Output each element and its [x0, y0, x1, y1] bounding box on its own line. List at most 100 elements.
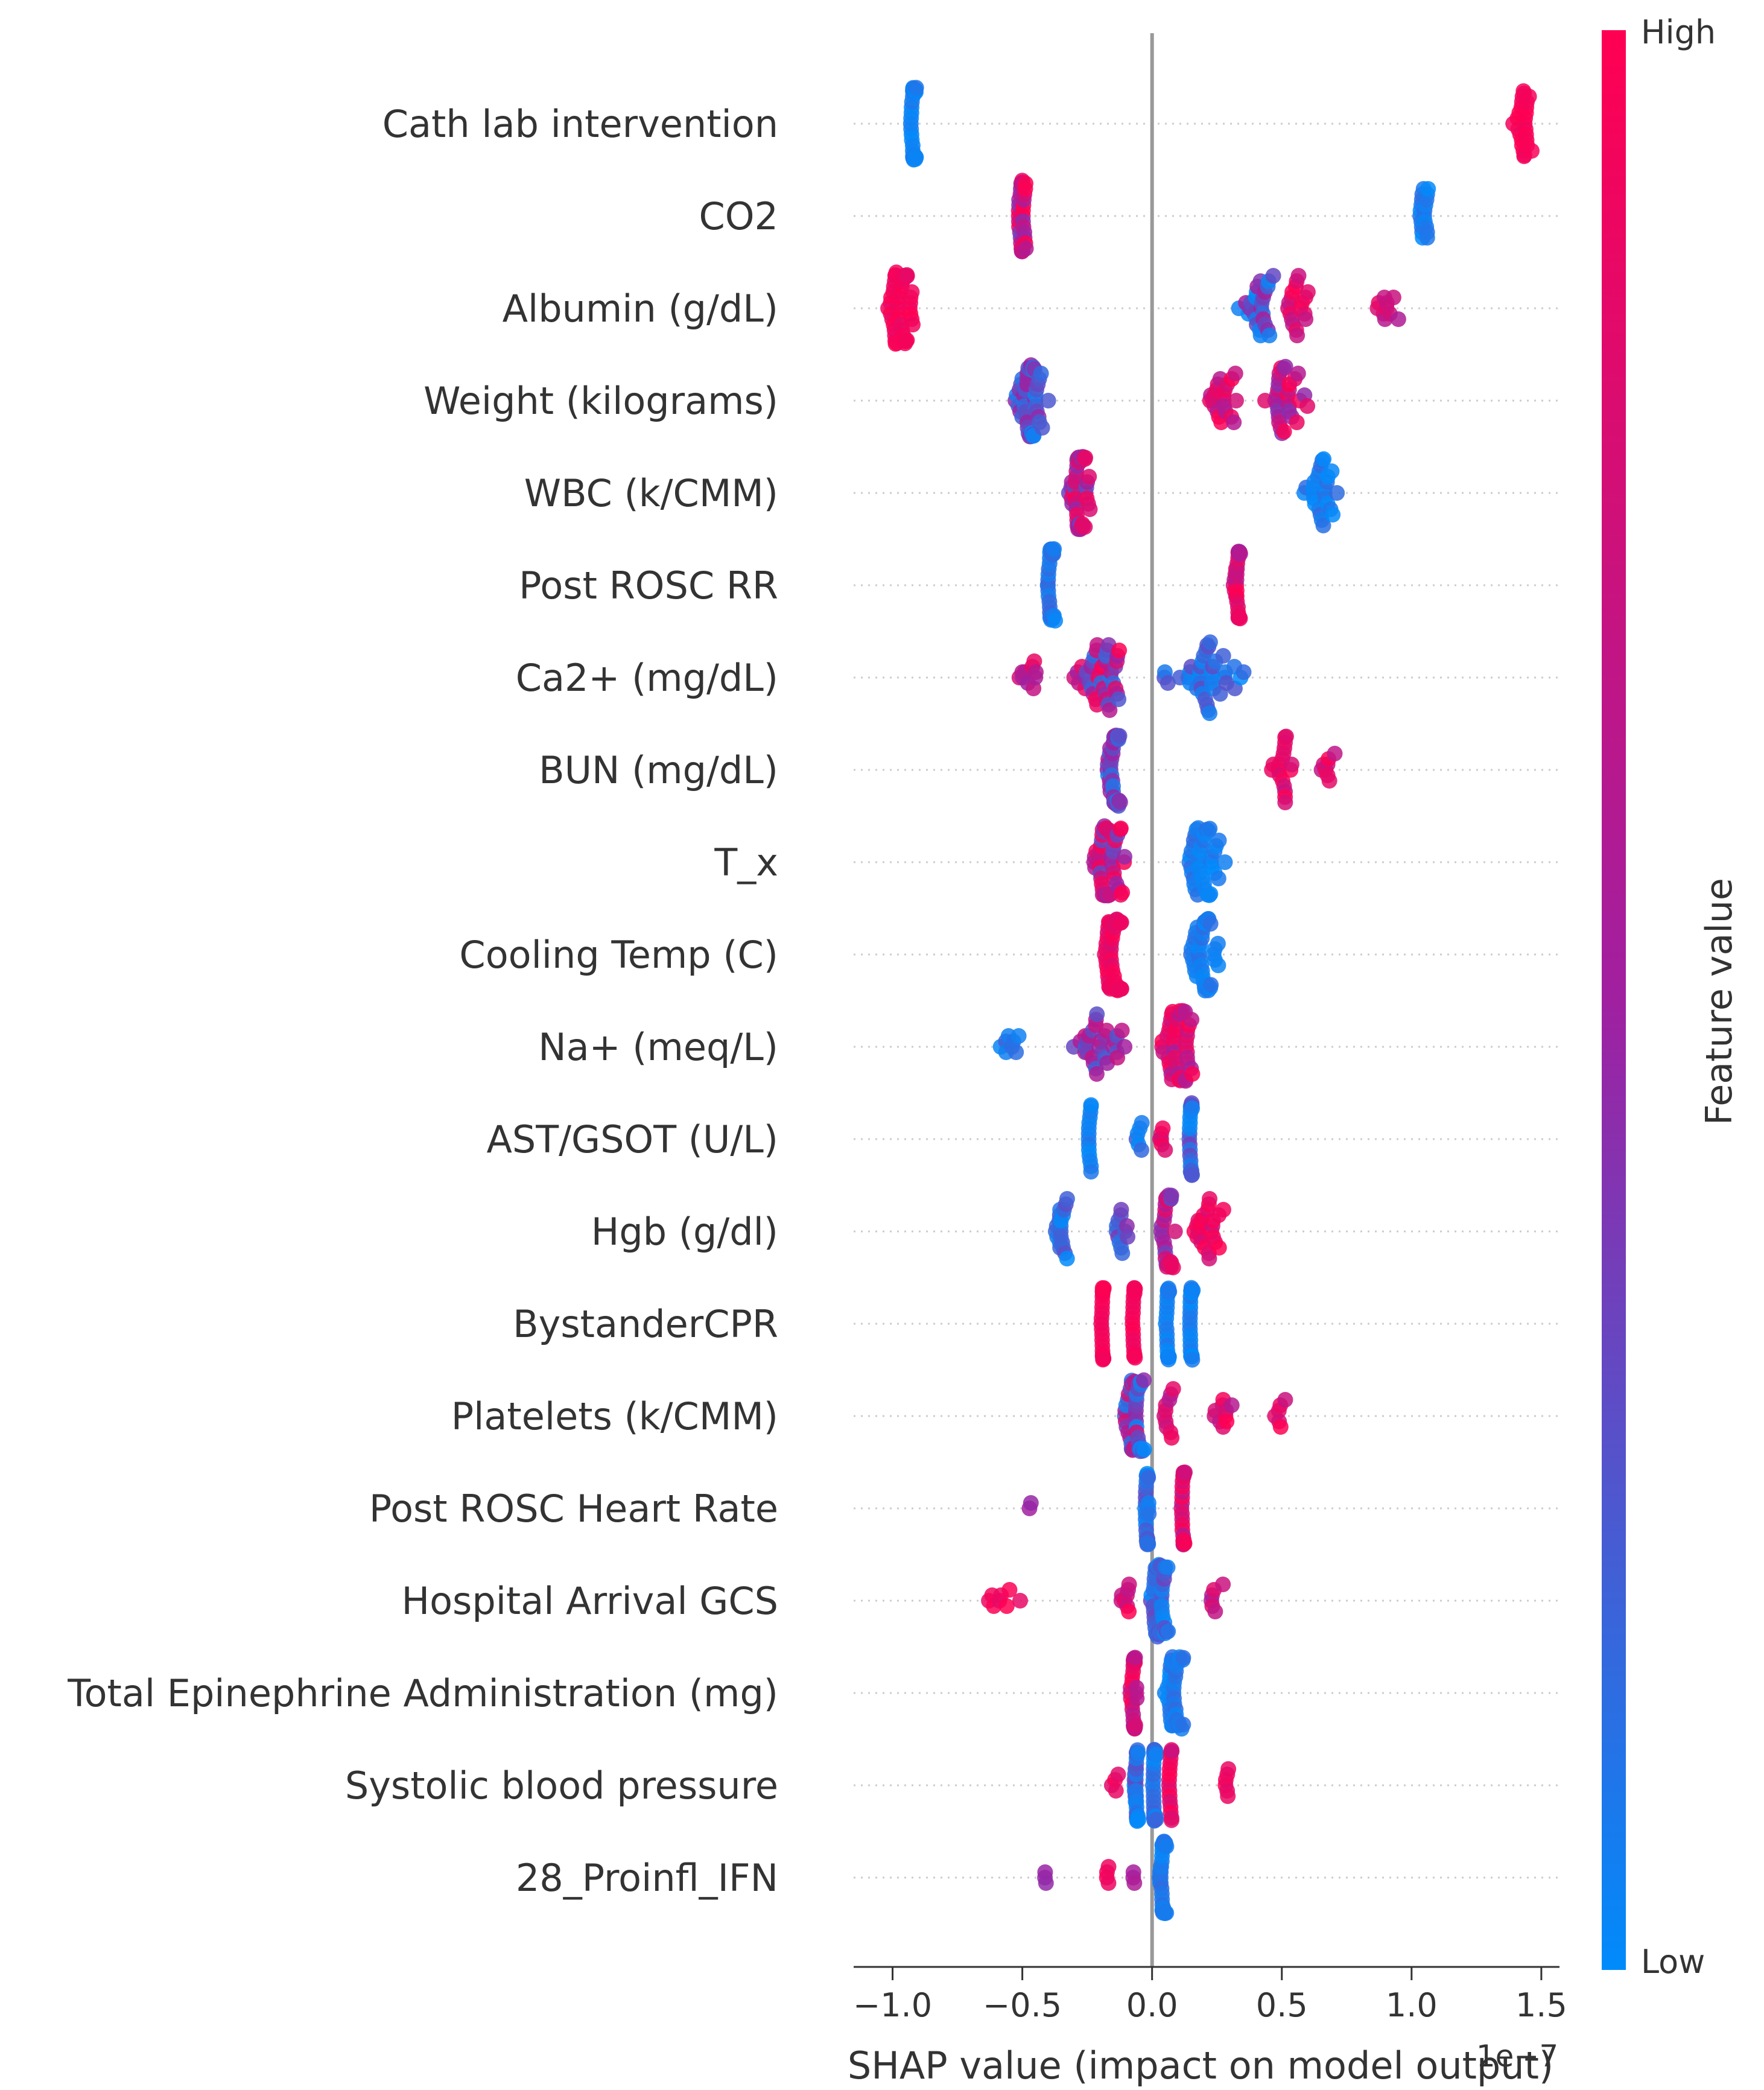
shap-point [1223, 1397, 1240, 1413]
shap-point [1141, 1506, 1157, 1522]
feature-label: Post ROSC Heart Rate [369, 1487, 778, 1531]
x-tick-label: 0.5 [1256, 1986, 1308, 2024]
shap-point [1226, 415, 1242, 430]
shap-point [1277, 358, 1293, 375]
shap-point [1140, 1536, 1156, 1552]
feature-guide-lines [854, 122, 1559, 1879]
feature-label: BystanderCPR [513, 1302, 778, 1346]
shap-point [1018, 241, 1034, 256]
shap-point [1220, 1761, 1237, 1777]
shap-point [1329, 485, 1345, 501]
shap-point [1111, 728, 1128, 744]
shap-point [1217, 854, 1233, 870]
x-tick-label: −0.5 [983, 1986, 1062, 2024]
feature-label: Total Epinephrine Administration (mg) [67, 1671, 778, 1715]
shap-point [1167, 1224, 1183, 1239]
shap-point [1018, 176, 1033, 191]
shap-point [1046, 541, 1062, 557]
feature-label: Cath lab intervention [382, 102, 778, 146]
shap-point [1111, 691, 1127, 707]
shap-point [1202, 634, 1218, 650]
shap-point [1134, 1142, 1149, 1158]
shap-point [1219, 1414, 1235, 1429]
shap-point [1184, 1101, 1201, 1117]
shap-point [1096, 1280, 1112, 1296]
shap-point [1113, 914, 1129, 930]
colorbar-low-label: Low [1641, 1943, 1705, 1981]
shap-point [1277, 1392, 1293, 1408]
shap-point [1290, 268, 1307, 284]
shap-point [1210, 958, 1226, 973]
shap-point [1289, 328, 1306, 343]
x-tick-label: 1.0 [1386, 1986, 1438, 2024]
shap-point [905, 317, 921, 332]
shap-point [1140, 1495, 1156, 1511]
shap-point [1038, 1875, 1054, 1891]
shap-point [1140, 1470, 1156, 1486]
colorbar-title: Feature value [1698, 878, 1740, 1125]
shap-point [1261, 328, 1278, 343]
shap-point [1265, 268, 1281, 284]
shap-points [880, 80, 1540, 1922]
shap-point [899, 268, 915, 284]
shap-point [1232, 545, 1248, 562]
shap-point [1148, 1747, 1164, 1763]
shap-point [904, 284, 920, 300]
feature-label: 28_Proinfl_IFN [516, 1856, 778, 1900]
shap-point [1100, 1859, 1117, 1875]
shap-point [1155, 1120, 1171, 1136]
axis-offset-label: 1e−7 [1476, 2039, 1558, 2074]
shap-point [1324, 463, 1340, 479]
shap-point [1211, 1240, 1227, 1256]
shap-point [1130, 1745, 1146, 1761]
shap-point [1028, 664, 1044, 680]
shap-point [1112, 821, 1129, 836]
shap-point [1088, 1066, 1105, 1082]
shap-point [1524, 143, 1540, 159]
shap-point [1283, 757, 1299, 772]
shap-point [1082, 501, 1098, 517]
shap-point [1175, 1717, 1191, 1733]
shap-point [1117, 849, 1132, 865]
colorbar: High Low Feature value [1602, 13, 1740, 1981]
shap-point [1023, 1495, 1039, 1511]
shap-point [1236, 664, 1252, 680]
feature-label: Ca2+ (mg/dL) [516, 656, 778, 700]
shap-point [1211, 833, 1227, 848]
shap-point [1113, 981, 1129, 997]
shap-point [1215, 1577, 1231, 1592]
shap-point [1113, 1202, 1129, 1218]
shap-point [1201, 1251, 1217, 1266]
shap-point [1083, 1097, 1099, 1113]
shap-point [1114, 1023, 1130, 1038]
shap-point [1127, 1650, 1143, 1666]
shap-point [1134, 1115, 1150, 1131]
shap-point [1081, 469, 1097, 484]
x-tick-label: −1.0 [853, 1986, 932, 2024]
shap-point [1127, 1717, 1143, 1733]
shap-point [1203, 977, 1219, 993]
shap-point [1325, 507, 1341, 522]
feature-label: T_x [714, 840, 778, 885]
shap-point [1111, 643, 1128, 658]
shap-point [1158, 1838, 1175, 1855]
shap-point [1136, 1441, 1152, 1458]
feature-label: Systolic blood pressure [345, 1764, 778, 1808]
shap-point [1120, 1229, 1135, 1245]
shap-point [1047, 612, 1064, 629]
shap-point [1117, 1039, 1133, 1055]
shap-point [908, 149, 924, 165]
feature-label: Hgb (g/dl) [591, 1210, 778, 1254]
shap-point [1089, 1006, 1105, 1022]
shap-point [1210, 871, 1226, 886]
feature-label: Platelets (k/CMM) [451, 1394, 778, 1438]
shap-point [1110, 1767, 1126, 1782]
feature-labels: Cath lab intervention CO2 Albumin (g/dL) We… [67, 102, 778, 1900]
feature-label: Albumin (g/dL) [503, 287, 778, 331]
shap-point [1390, 311, 1406, 327]
shap-point [1215, 648, 1231, 664]
shap-point [1184, 1167, 1200, 1183]
shap-point [1215, 1202, 1231, 1218]
feature-label: AST/GSOT (U/L) [487, 1117, 779, 1161]
